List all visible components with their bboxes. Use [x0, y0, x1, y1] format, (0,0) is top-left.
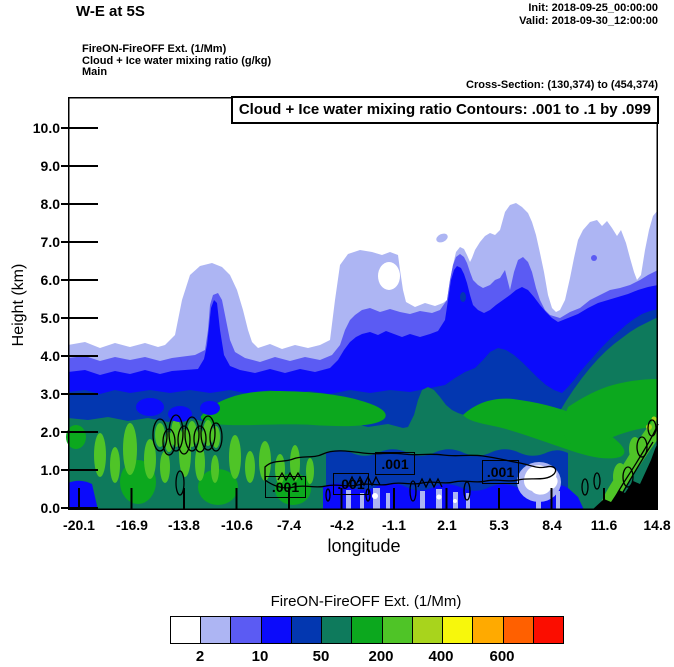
x-axis-title: longitude: [327, 536, 401, 556]
x-tick-label: 11.6: [590, 517, 618, 533]
field-line-3: Main: [82, 66, 108, 78]
y-tick-label: 0.0: [40, 500, 60, 516]
field-line-2: Cloud + Ice water mixing ratio (g/kg): [82, 54, 272, 67]
yellow-green-spot: [646, 424, 652, 430]
colorbar-cell: [351, 617, 382, 643]
x-tick-label: -20.1: [63, 517, 95, 533]
green-swath-east2: [563, 379, 658, 447]
y-tick-label: 8.0: [40, 196, 60, 212]
white-speck: [372, 493, 378, 499]
white-speck: [453, 499, 457, 503]
contour-field-svg: [61, 97, 659, 510]
field-description: FireON-FireOFF Ext. (1/Mm) Cloud + Ice w…: [82, 43, 272, 79]
contour-label-box: .001: [375, 452, 415, 475]
colorbar-cell: [230, 617, 261, 643]
colorbar-tick: 200: [368, 648, 394, 665]
green-blob-west: [200, 391, 386, 427]
dark-spec: [460, 292, 466, 302]
x-tick-label: -10.6: [221, 517, 253, 533]
y-axis-ticks: [61, 127, 98, 509]
colorbar-cells: [170, 616, 564, 644]
colorbar-cell: [381, 617, 412, 643]
y-tick-label: 5.0: [40, 310, 60, 326]
colorbar-tick: 2: [195, 648, 205, 665]
colorbar-cell: [171, 617, 201, 643]
white-hole: [378, 262, 400, 290]
y-tick-label: 2.0: [40, 424, 60, 440]
cross-section-plot: Cloud + Ice water mixing ratio Contours:…: [61, 96, 659, 510]
contour-label-box: .001: [333, 473, 369, 495]
colorbar-cell: [532, 617, 564, 643]
y-tick-label: 4.0: [40, 348, 60, 364]
lavender-dash: [436, 233, 448, 243]
page-title: W-E at 5S: [76, 3, 145, 20]
terrain: [592, 442, 658, 510]
run-times: Init: 2018-09-25_00:00:00 Valid: 2018-09…: [519, 2, 658, 28]
colorbar-cell: [411, 617, 443, 643]
colorbar-cell: [290, 617, 322, 643]
field-line-1: FireON-FireOFF Ext. (1/Mm): [82, 43, 227, 55]
colorbar-tick: 10: [251, 648, 269, 665]
colorbar-cell: [260, 617, 291, 643]
x-tick-label: -4.2: [329, 517, 355, 533]
white-speck: [436, 494, 442, 500]
colorbar-cell: [321, 617, 352, 643]
x-tick-label: -7.4: [276, 517, 302, 533]
x-tick-label: 8.4: [542, 517, 562, 533]
colorbar-cell: [442, 617, 473, 643]
east-green-blob: [613, 463, 627, 491]
colorbar-tick: 600: [489, 648, 515, 665]
colorbar-tick: 50: [312, 648, 330, 665]
contour-label-box: .001: [265, 476, 306, 498]
blue-blobs: [136, 398, 220, 422]
init-time: Init: 2018-09-25_00:00:00: [528, 2, 658, 14]
colorbar-cell: [502, 617, 533, 643]
east-green-band: [598, 416, 658, 510]
x-tick-label: -16.9: [116, 517, 148, 533]
colorbar-tick: 400: [428, 648, 454, 665]
colorbar-cell: [200, 617, 231, 643]
y-tick-label: 3.0: [40, 386, 60, 402]
x-tick-label: 5.3: [489, 517, 509, 533]
violet-dot: [591, 255, 597, 261]
colorbar-title: FireON-FireOFF Ext. (1/Mm): [270, 593, 462, 610]
white-pocket: [524, 465, 558, 495]
x-tick-label: -13.8: [168, 517, 200, 533]
x-axis-ticks: [78, 488, 658, 510]
y-axis-title: Height (km): [10, 263, 27, 347]
valid-time: Valid: 2018-09-30_12:00:00: [519, 15, 658, 27]
y-tick-label: 6.0: [40, 272, 60, 288]
x-tick-label: 2.1: [437, 517, 457, 533]
y-tick-label: 1.0: [40, 462, 60, 478]
contour-label-box: .001: [482, 460, 519, 484]
x-tick-label: 14.8: [643, 517, 671, 533]
cross-section-info: Cross-Section: (130,374) to (454,374): [466, 79, 658, 91]
y-tick-label: 7.0: [40, 234, 60, 250]
bottom-blue-west: [68, 480, 98, 510]
colorbar-cell: [472, 617, 503, 643]
y-tick-label: 10.0: [32, 120, 60, 136]
green-patch: [198, 469, 238, 505]
plot-title-box: Cloud + Ice water mixing ratio Contours:…: [230, 96, 659, 124]
x-tick-label: -1.1: [381, 517, 407, 533]
y-tick-label: 9.0: [40, 158, 60, 174]
